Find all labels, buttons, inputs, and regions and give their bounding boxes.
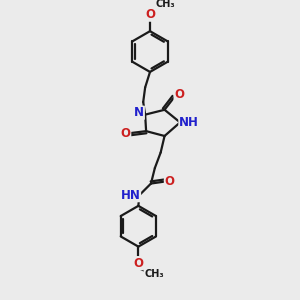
- Text: CH₃: CH₃: [144, 269, 164, 279]
- Text: NH: NH: [179, 116, 199, 129]
- Text: N: N: [134, 106, 144, 119]
- Text: HN: HN: [121, 189, 140, 202]
- Text: O: O: [174, 88, 184, 101]
- Text: O: O: [164, 175, 174, 188]
- Text: O: O: [145, 8, 155, 21]
- Text: O: O: [134, 256, 143, 270]
- Text: O: O: [121, 127, 131, 140]
- Text: CH₃: CH₃: [156, 0, 175, 9]
